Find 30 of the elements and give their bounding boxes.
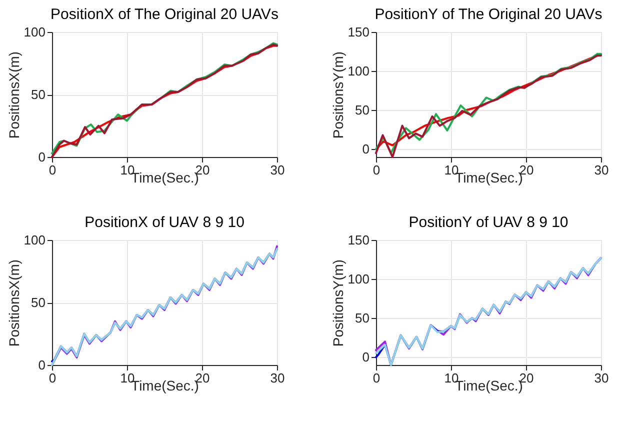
y-tick-label: 150	[348, 24, 370, 40]
y-tick-label: 100	[348, 64, 370, 79]
y-tick-label: 0	[38, 358, 46, 372]
x-tick-label: 30	[270, 162, 285, 178]
y-axis-title: PositionsX(m)	[6, 51, 22, 139]
x-tick-label: 30	[594, 370, 609, 386]
chart-title: PositionY of The Original 20 UAVs	[374, 6, 602, 23]
y-axis-title: PositionsX(m)	[6, 259, 22, 347]
x-tick-label: 0	[48, 370, 56, 386]
x-tick-label: 30	[270, 370, 285, 386]
y-tick-label: 150	[348, 232, 370, 248]
y-tick-label: 0	[362, 350, 370, 365]
y-axis-title: PositionsY(m)	[330, 259, 346, 347]
y-tick-label: 100	[348, 272, 370, 287]
chart-title: PositionY of UAV 8 9 10	[408, 214, 568, 231]
x-tick-label: 0	[372, 162, 380, 178]
y-tick-label: 50	[31, 87, 46, 102]
x-tick-label: 0	[48, 162, 56, 178]
chart-title: PositionX of The Original 20 UAVs	[50, 6, 278, 23]
y-axis-title: PositionsY(m)	[330, 51, 346, 139]
y-tick-label: 50	[355, 102, 370, 118]
y-tick-label: 100	[24, 24, 46, 40]
y-tick-label: 0	[38, 150, 46, 164]
x-tick-label: 0	[372, 370, 380, 386]
y-tick-label: 0	[362, 142, 370, 157]
y-tick-label: 50	[355, 310, 370, 326]
y-tick-label: 100	[24, 232, 46, 248]
y-tick-label: 50	[31, 295, 46, 310]
x-tick-label: 30	[594, 162, 609, 178]
chart-title: PositionX of UAV 8 9 10	[84, 214, 244, 231]
